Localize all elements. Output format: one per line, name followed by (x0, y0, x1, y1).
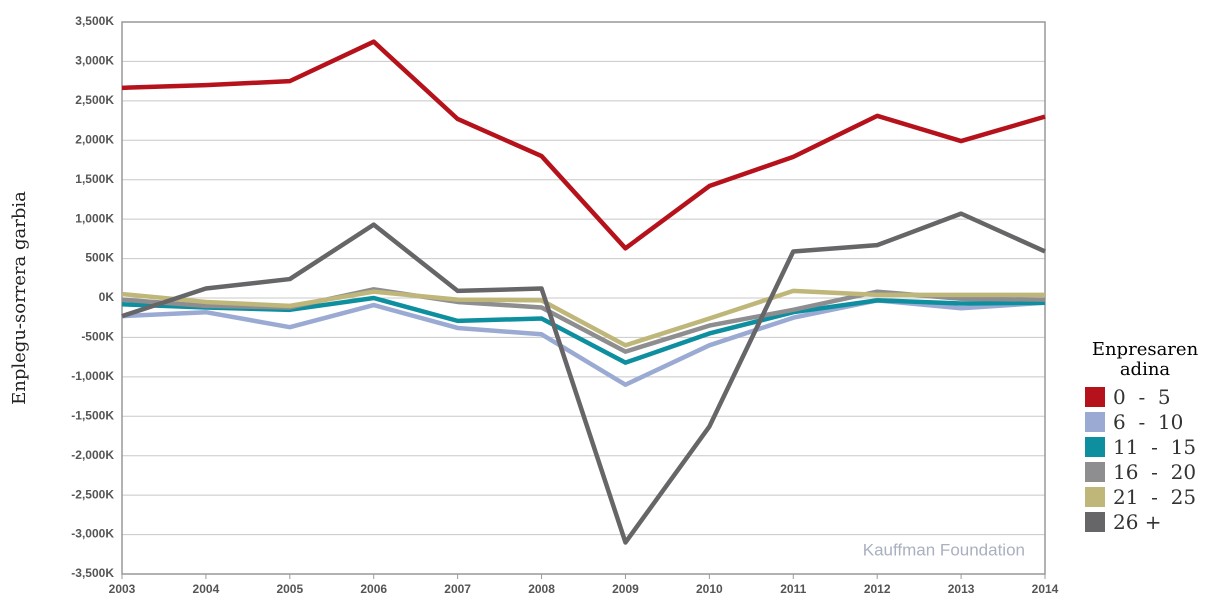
x-tick-label: 2011 (780, 582, 806, 596)
legend-label: 11 - 15 (1113, 434, 1197, 459)
line-series (121, 211, 1046, 545)
y-tick-label: -2,000K (71, 448, 114, 462)
y-tick-label: 500K (85, 251, 114, 265)
y-tick-label: 0K (99, 290, 115, 304)
legend-label: 16 - 20 (1113, 459, 1197, 484)
y-tick-label: -3,000K (71, 527, 114, 541)
legend-item: 26 + (1085, 509, 1225, 534)
legend-swatch (1085, 436, 1105, 457)
y-tick-label: 1,000K (75, 211, 114, 225)
y-tick-label: -2,500K (71, 487, 114, 501)
legend-swatch (1085, 386, 1105, 407)
legend-item: 0 - 5 (1085, 384, 1225, 409)
y-tick-label: -500K (81, 330, 114, 344)
y-tick-label: -1,500K (71, 408, 114, 422)
x-tick-label: 2003 (109, 582, 136, 596)
legend-item: 6 - 10 (1085, 409, 1225, 434)
legend-swatch (1085, 511, 1105, 532)
legend-item: 21 - 25 (1085, 484, 1225, 509)
line-series (121, 288, 1045, 348)
legend-label: 0 - 5 (1113, 384, 1171, 409)
y-tick-label: -1,000K (71, 369, 114, 383)
y-tick-label: 3,000K (75, 54, 114, 68)
y-tick-label: 1,500K (75, 172, 114, 186)
annotation: Kauffman Foundation (863, 540, 1025, 559)
legend-swatch (1085, 486, 1105, 507)
y-tick-label: 2,000K (75, 132, 114, 146)
x-tick-label: 2008 (528, 582, 555, 596)
x-tick-label: 2006 (360, 582, 387, 596)
legend-label: 6 - 10 (1113, 409, 1184, 434)
x-tick-label: 2005 (276, 582, 303, 596)
x-tick-label: 2013 (948, 582, 975, 596)
line-series (121, 39, 1046, 251)
y-tick-label: 3,500K (75, 14, 114, 28)
legend-swatch (1085, 461, 1105, 482)
legend-item: 16 - 20 (1085, 459, 1225, 484)
chart: Enplegu-sorrera garbia Kauffman Foundati… (9, 14, 1059, 596)
x-tick-label: 2014 (1032, 582, 1059, 596)
legend-label: 26 + (1113, 509, 1162, 534)
y-axis-label: Enplegu-sorrera garbia (9, 191, 30, 405)
legend-swatch (1085, 411, 1105, 432)
x-tick-label: 2012 (864, 582, 891, 596)
x-tick-label: 2010 (696, 582, 723, 596)
legend-item: 11 - 15 (1085, 434, 1225, 459)
y-tick-label: 2,500K (75, 93, 114, 107)
legend-title: Enpresaren adina (1091, 339, 1199, 380)
x-tick-label: 2004 (193, 582, 220, 596)
x-tick-label: 2009 (612, 582, 639, 596)
x-tick-label: 2007 (444, 582, 471, 596)
legend-label: 21 - 25 (1113, 484, 1197, 509)
y-tick-label: -3,500K (71, 566, 114, 580)
